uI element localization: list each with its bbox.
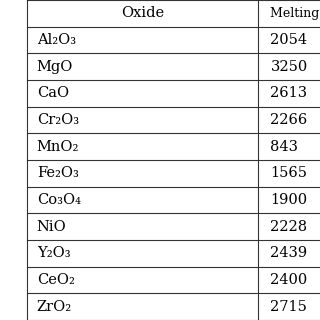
Text: 2613: 2613 — [270, 86, 308, 100]
Text: Al₂O₃: Al₂O₃ — [37, 33, 76, 47]
Text: ZrO₂: ZrO₂ — [37, 300, 72, 314]
Text: MnO₂: MnO₂ — [37, 140, 79, 154]
Text: 2228: 2228 — [270, 220, 308, 234]
Text: Fe₂O₃: Fe₂O₃ — [37, 166, 79, 180]
Text: Y₂O₃: Y₂O₃ — [37, 246, 70, 260]
Text: CaO: CaO — [37, 86, 69, 100]
Text: 2439: 2439 — [270, 246, 308, 260]
Text: Oxide: Oxide — [121, 6, 164, 20]
Text: CeO₂: CeO₂ — [37, 273, 75, 287]
Text: 2715: 2715 — [270, 300, 307, 314]
Text: NiO: NiO — [37, 220, 67, 234]
Text: Co₃O₄: Co₃O₄ — [37, 193, 81, 207]
Text: 1565: 1565 — [270, 166, 308, 180]
Text: 2266: 2266 — [270, 113, 308, 127]
Text: Cr₂O₃: Cr₂O₃ — [37, 113, 79, 127]
Text: 843: 843 — [270, 140, 298, 154]
Text: 1900: 1900 — [270, 193, 308, 207]
Text: Melting point (°C): Melting point (°C) — [270, 7, 320, 20]
Text: 2400: 2400 — [270, 273, 308, 287]
Text: 2054: 2054 — [270, 33, 308, 47]
Text: MgO: MgO — [37, 60, 73, 74]
Text: 3250: 3250 — [270, 60, 308, 74]
Bar — [0, 0, 27, 320]
